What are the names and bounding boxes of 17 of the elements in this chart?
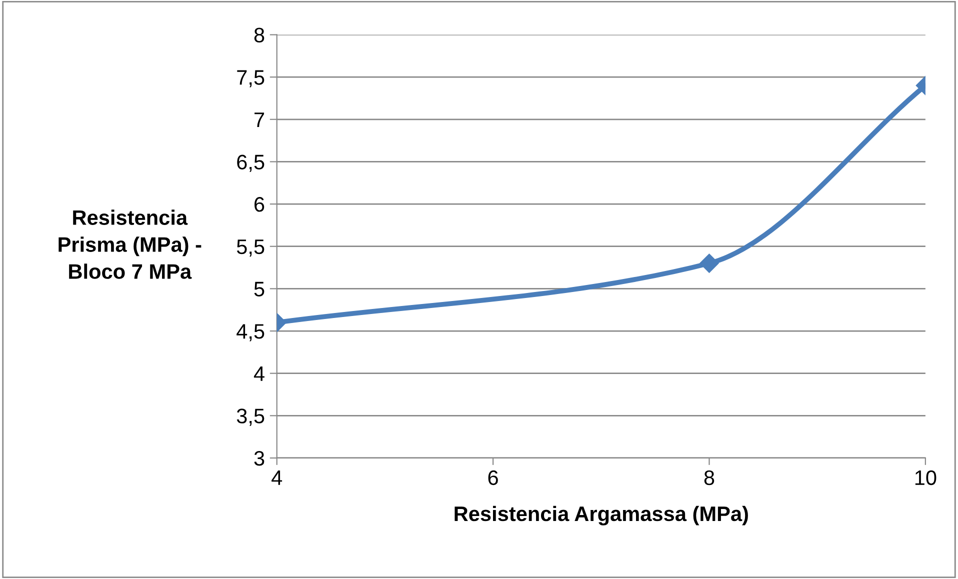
- y-tick-label: 4: [254, 366, 264, 381]
- y-tick-label: 4,5: [236, 324, 264, 342]
- y-tick-label: 6,5: [237, 154, 264, 172]
- x-tick-label: 4: [272, 470, 282, 485]
- y-tick-label: 5,5: [236, 240, 264, 257]
- y-tick-label: 7: [254, 112, 264, 127]
- y-tick-label: 7,5: [237, 70, 264, 88]
- x-tick-label: 6: [488, 470, 498, 486]
- x-tick-label: 8: [704, 470, 714, 486]
- y-tick-label: 8: [254, 28, 264, 42]
- y-tick-label: 6: [254, 197, 264, 212]
- y-tick-label: 3,5: [236, 408, 264, 426]
- y-axis-title: Resistencia Prisma (MPa) - Bloco 7 MPa: [58, 210, 202, 279]
- x-axis-title: Resistencia Argamassa (MPa): [454, 506, 748, 526]
- x-tick-label: 10: [915, 470, 936, 486]
- y-tick-label: 5: [254, 282, 264, 296]
- y-tick-label: 3: [254, 450, 264, 466]
